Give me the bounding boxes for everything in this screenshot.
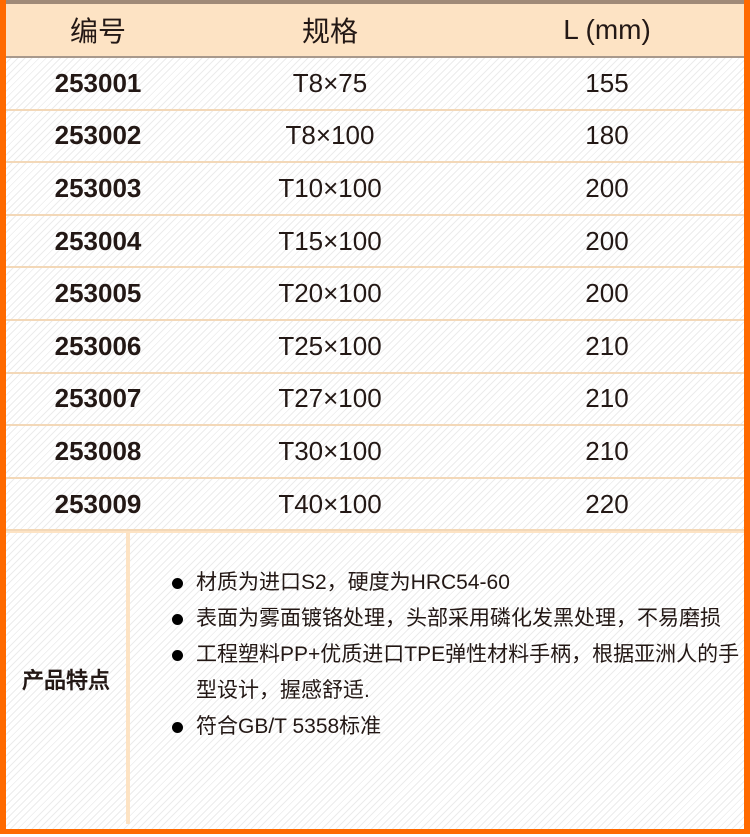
feature-item: 材质为进口S2，硬度为HRC54-60 bbox=[172, 565, 744, 601]
cell-code: 253005 bbox=[54, 278, 142, 309]
features-list: 材质为进口S2，硬度为HRC54-60 表面为雾面镀铬处理，头部采用磷化发黑处理，… bbox=[130, 533, 744, 824]
feature-item: 符合GB/T 5358标准 bbox=[172, 709, 744, 745]
table-row: 253007 T27×100 210 bbox=[6, 374, 744, 427]
cell-length: 200 bbox=[585, 172, 629, 203]
cell-code: 253006 bbox=[54, 330, 142, 361]
cell-spec: T8×100 bbox=[285, 120, 375, 151]
table-header: 编号 规格 L (mm) bbox=[6, 4, 744, 58]
features-section: 产品特点 材质为进口S2，硬度为HRC54-60 表面为雾面镀铬处理，头部采用磷化… bbox=[6, 531, 744, 825]
table-row: 253005 T20×100 200 bbox=[6, 268, 744, 321]
cell-spec: T40×100 bbox=[278, 488, 382, 519]
feature-item: 工程塑料PP+优质进口TPE弹性材料手柄，根据亚洲人的手型设计，握感舒适. bbox=[172, 637, 744, 709]
cell-spec: T27×100 bbox=[278, 383, 382, 414]
cell-spec: T8×75 bbox=[292, 67, 368, 98]
feature-item: 表面为雾面镀铬处理，头部采用磷化发黑处理，不易磨损 bbox=[172, 601, 744, 637]
cell-code: 253002 bbox=[54, 120, 142, 151]
cell-length: 180 bbox=[585, 120, 629, 151]
cell-length: 220 bbox=[585, 488, 629, 519]
cell-length: 155 bbox=[585, 67, 629, 98]
table-row: 253004 T15×100 200 bbox=[6, 216, 744, 269]
cell-code: 253008 bbox=[54, 435, 142, 466]
table-row: 253001 T8×75 155 bbox=[6, 58, 744, 111]
top-bar bbox=[6, 0, 744, 4]
cell-length: 210 bbox=[585, 330, 629, 361]
header-spec: 规格 bbox=[301, 16, 358, 47]
cell-spec: T30×100 bbox=[278, 435, 382, 466]
table-row: 253002 T8×100 180 bbox=[6, 111, 744, 164]
table-row: 253006 T25×100 210 bbox=[6, 321, 744, 374]
cell-code: 253003 bbox=[54, 172, 142, 203]
cell-spec: T25×100 bbox=[278, 330, 382, 361]
features-label: 产品特点 bbox=[6, 533, 130, 825]
cell-spec: T10×100 bbox=[278, 172, 382, 203]
cell-length: 210 bbox=[585, 435, 629, 466]
header-code: 编号 bbox=[69, 16, 126, 47]
cell-code: 253007 bbox=[54, 383, 142, 414]
cell-spec: T15×100 bbox=[278, 225, 382, 256]
table-row: 253008 T30×100 210 bbox=[6, 426, 744, 479]
cell-code: 253009 bbox=[54, 488, 142, 519]
table-row: 253009 T40×100 220 bbox=[6, 479, 744, 532]
cell-code: 253001 bbox=[54, 67, 142, 98]
header-length: L (mm) bbox=[563, 14, 651, 45]
table-row: 253003 T10×100 200 bbox=[6, 163, 744, 216]
cell-spec: T20×100 bbox=[278, 278, 382, 309]
cell-length: 200 bbox=[585, 225, 629, 256]
cell-code: 253004 bbox=[54, 225, 142, 256]
cell-length: 210 bbox=[585, 383, 629, 414]
cell-length: 200 bbox=[585, 278, 629, 309]
